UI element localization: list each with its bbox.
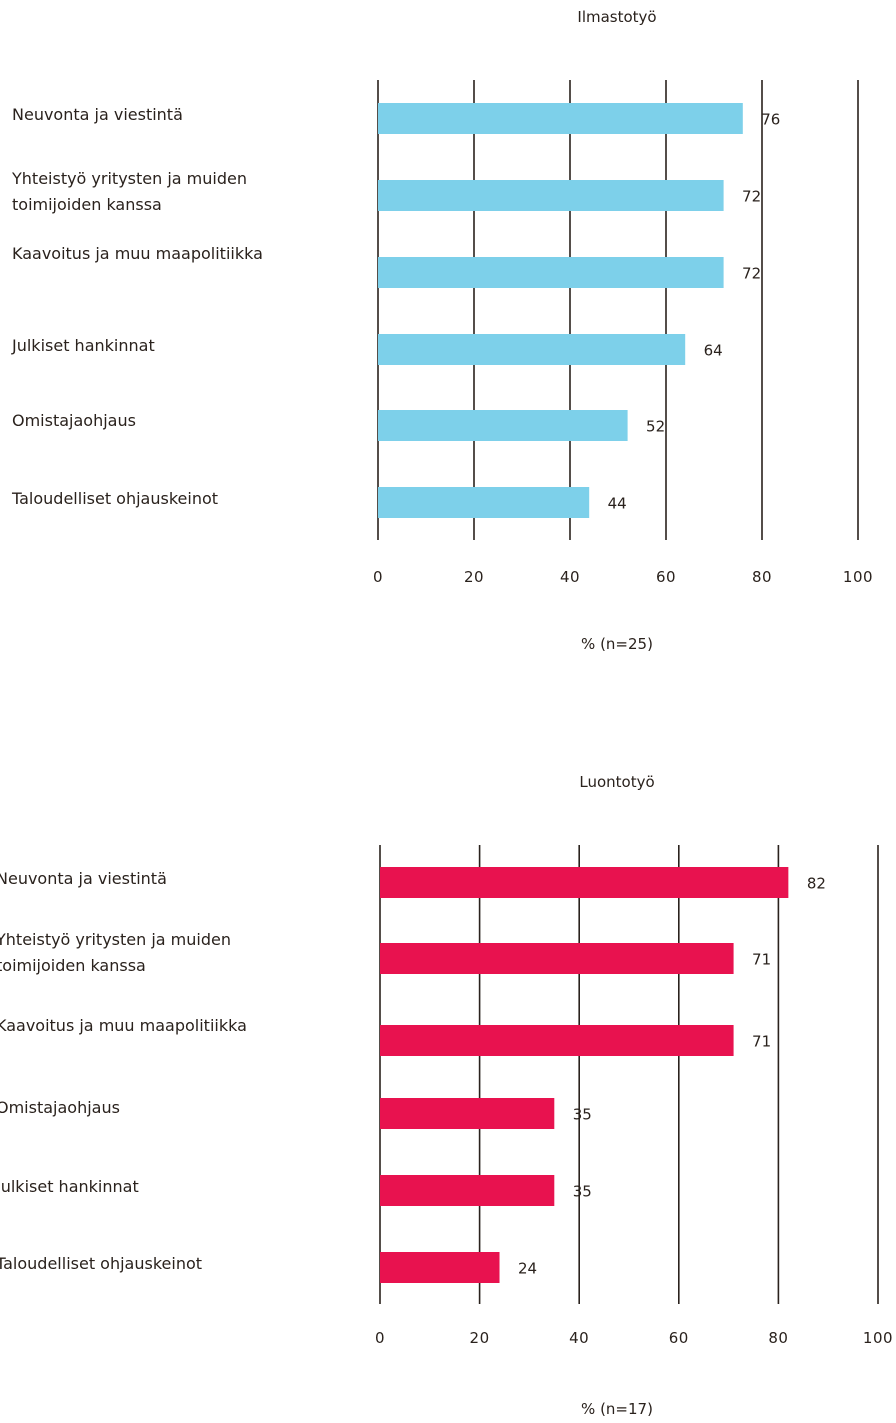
- chart-2-tick-label: 20: [470, 1329, 490, 1347]
- chart-1-bar: [378, 103, 743, 134]
- chart-1-tick-label: 100: [843, 568, 873, 586]
- chart-2-value-label: 82: [807, 875, 826, 893]
- chart-1-value-label: 76: [761, 111, 780, 129]
- chart-2-bar: [380, 943, 734, 974]
- chart-2-value-label: 71: [752, 951, 771, 969]
- chart-1-value-label: 44: [608, 495, 627, 513]
- chart-1-tick-label: 80: [752, 568, 772, 586]
- chart-1-bar: [378, 180, 724, 211]
- chart-2-value-label: 35: [573, 1183, 592, 1201]
- chart-2-value-label: 24: [518, 1260, 537, 1278]
- chart-1-category-label: Kaavoitus ja muu maapolitiikka: [12, 244, 263, 263]
- chart-2-category-label: Yhteistyö yritysten ja muiden toimijoiden…: [0, 930, 231, 975]
- chart-1-category-label: Neuvonta ja viestintä: [12, 105, 183, 124]
- chart-1-category-label: Taloudelliset ohjauskeinot: [11, 489, 218, 508]
- chart-1-tick-label: 20: [464, 568, 484, 586]
- chart-2-category-label: Taloudelliset ohjauskeinot: [0, 1254, 202, 1273]
- chart-2-bar: [380, 1025, 734, 1056]
- chart-2-title: Luontotyö: [579, 773, 654, 791]
- chart-1-tick-label: 60: [656, 568, 676, 586]
- chart-2-tick-label: 80: [768, 1329, 788, 1347]
- chart-2-value-label: 35: [573, 1106, 592, 1124]
- chart-1-bar: [378, 487, 590, 518]
- chart-2-bar: [380, 867, 789, 898]
- chart-1-bar: [378, 410, 628, 441]
- chart-2-category-label: Neuvonta ja viestintä: [0, 869, 167, 888]
- chart-2-tick-label: 40: [569, 1329, 589, 1347]
- chart-2-tick-label: 60: [669, 1329, 689, 1347]
- chart-1-category-label: Yhteistyö yritysten ja muiden toimijoiden…: [11, 169, 247, 214]
- chart-2-tick-label: 100: [863, 1329, 893, 1347]
- chart-2-bar: [380, 1175, 555, 1206]
- chart-1-value-label: 52: [646, 418, 665, 436]
- chart-2-axis-label: % (n=17): [581, 1400, 653, 1418]
- chart-1-value-label: 64: [704, 342, 723, 360]
- chart-2-category-label: Kaavoitus ja muu maapolitiikka: [0, 1016, 247, 1035]
- chart-1-bar: [378, 334, 686, 365]
- chart-1-title: Ilmastotyö: [577, 8, 656, 26]
- chart-1-bar: [378, 257, 724, 288]
- chart-1-value-label: 72: [742, 188, 761, 206]
- chart-2-bar: [380, 1098, 555, 1129]
- chart-1-value-label: 72: [742, 265, 761, 283]
- chart-2-category-label: Omistajaohjaus: [0, 1098, 120, 1117]
- chart-1-tick-label: 40: [560, 568, 580, 586]
- chart-2-value-label: 71: [752, 1033, 771, 1051]
- chart-1-axis-label: % (n=25): [581, 635, 653, 653]
- chart-1-tick-label: 0: [373, 568, 383, 586]
- chart-1-category-label: Omistajaohjaus: [12, 411, 136, 430]
- chart-1-category-label: Julkiset hankinnat: [11, 336, 155, 355]
- chart-2-category-label: Julkiset hankinnat: [0, 1177, 139, 1196]
- chart-2-bar: [380, 1252, 500, 1283]
- chart-2-tick-label: 0: [375, 1329, 385, 1347]
